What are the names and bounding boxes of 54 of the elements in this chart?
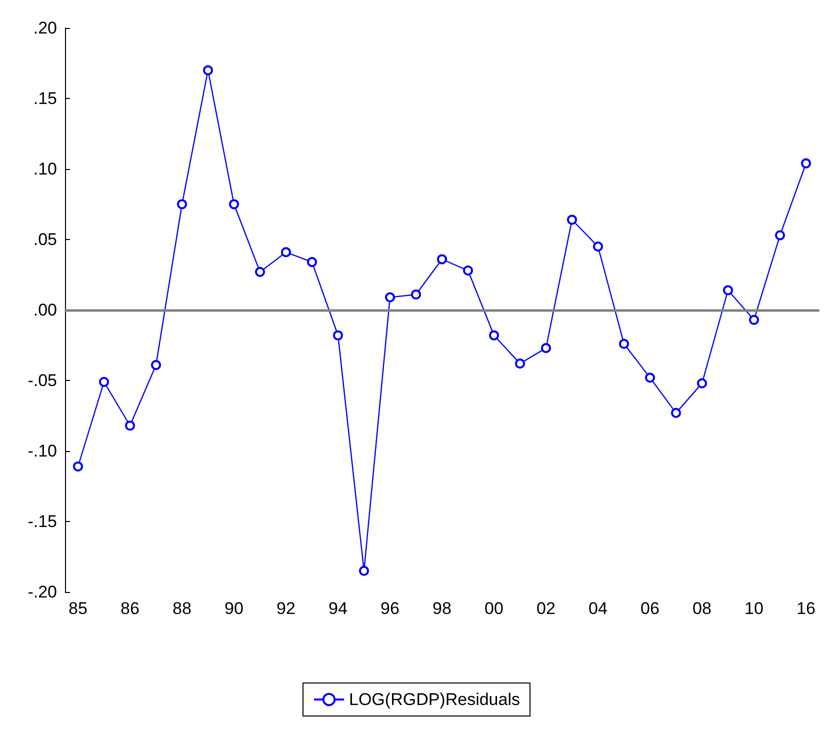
point (541, 343, 551, 354)
point (99, 376, 109, 387)
x-tick-label: 88 (172, 599, 192, 618)
point (723, 285, 733, 296)
point (567, 214, 577, 225)
y-tick-label: .00 (33, 300, 57, 320)
y-tick-label: -.05 (28, 371, 57, 390)
x-tick-label: 04 (588, 599, 608, 618)
x-tick-label: 00 (484, 599, 504, 618)
x-tick-label: 96 (380, 599, 400, 618)
y-tick-label: .20 (33, 18, 57, 38)
y-tick-label: .10 (33, 160, 57, 178)
x-tick-label: 10 (744, 599, 764, 618)
point (229, 199, 239, 210)
y-tick-label: .15 (33, 89, 57, 108)
x-tick-label: 90 (224, 599, 244, 618)
x-tick-label: 02 (536, 599, 556, 618)
x-tick-label: 06 (640, 599, 660, 618)
point (385, 292, 395, 302)
point (801, 158, 811, 168)
point (619, 338, 629, 349)
point (593, 242, 603, 252)
point (697, 378, 707, 388)
point (645, 372, 655, 383)
point (489, 330, 499, 340)
y-tick-label: -.20 (28, 582, 57, 602)
point (73, 462, 83, 472)
point (125, 420, 135, 431)
x-tick-label: 85 (68, 599, 88, 618)
point (359, 566, 369, 576)
x-tick-label: 94 (328, 599, 348, 618)
y-tick-label: -.15 (28, 512, 57, 531)
point (333, 330, 343, 340)
point (151, 360, 161, 370)
x-tick-label: 86 (120, 599, 140, 618)
y-tick-label: .05 (33, 230, 57, 249)
point (671, 408, 681, 418)
x-tick-label: 08 (692, 599, 712, 618)
x-tick-label: 92 (276, 599, 296, 618)
point (411, 289, 421, 300)
legend-label: LOG(RGDP)Residuals (349, 690, 520, 709)
point (437, 254, 447, 264)
point (281, 247, 291, 258)
point (255, 266, 265, 277)
point (775, 230, 785, 240)
point (307, 257, 317, 268)
point (749, 314, 759, 325)
point (203, 65, 213, 76)
point (463, 266, 473, 276)
point (177, 199, 187, 210)
point (515, 358, 525, 369)
x-tick-label: 16 (796, 599, 816, 618)
x-tick-label: 98 (432, 599, 452, 618)
y-tick-label: -.10 (28, 442, 57, 460)
